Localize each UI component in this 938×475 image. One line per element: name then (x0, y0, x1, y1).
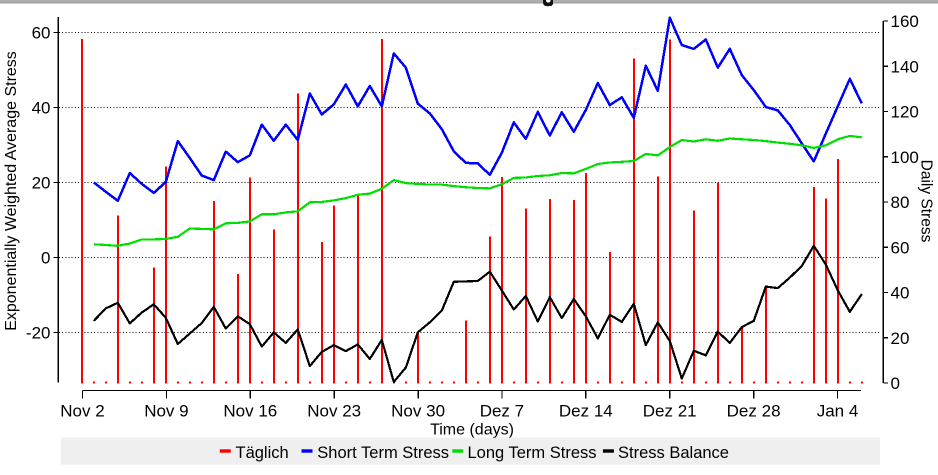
svg-text:Short Term Stress: Short Term Stress (317, 444, 449, 462)
svg-text:Dez 14: Dez 14 (559, 401, 613, 420)
svg-text:40: 40 (32, 99, 51, 118)
svg-text:160: 160 (891, 12, 919, 31)
svg-text:Dez 21: Dez 21 (643, 401, 697, 420)
svg-text:140: 140 (891, 57, 919, 76)
svg-text:Nov 16: Nov 16 (223, 401, 277, 420)
svg-text:20: 20 (32, 174, 51, 193)
svg-text:100: 100 (891, 148, 919, 167)
svg-text:Nov 9: Nov 9 (144, 401, 188, 420)
svg-text:Exponentially Weighted Average: Exponentially Weighted Average Stress (3, 51, 20, 331)
svg-text:Nov 30: Nov 30 (391, 401, 445, 420)
svg-text:120: 120 (891, 103, 919, 122)
svg-text:Jan 4: Jan 4 (817, 401, 859, 420)
svg-text:0: 0 (891, 374, 900, 393)
svg-text:Daily Stress: Daily Stress (918, 160, 935, 243)
svg-text:40: 40 (891, 284, 910, 303)
svg-text:Time (days): Time (days) (430, 422, 514, 439)
svg-text:Dez 28: Dez 28 (727, 401, 781, 420)
svg-text:60: 60 (891, 238, 910, 257)
svg-text:20: 20 (891, 329, 910, 348)
svg-text:Nov 23: Nov 23 (307, 401, 361, 420)
svg-text:Long Term Stress: Long Term Stress (468, 444, 597, 462)
svg-text:Stress Balance: Stress Balance (618, 444, 729, 462)
svg-text:-20: -20 (26, 324, 51, 343)
svg-text:80: 80 (891, 193, 910, 212)
svg-text:Täglich: Täglich (236, 444, 289, 462)
svg-text:Dez 7: Dez 7 (480, 401, 524, 420)
svg-text:0: 0 (41, 249, 50, 268)
svg-text:60: 60 (32, 24, 51, 43)
svg-text:Nov 2: Nov 2 (60, 401, 104, 420)
